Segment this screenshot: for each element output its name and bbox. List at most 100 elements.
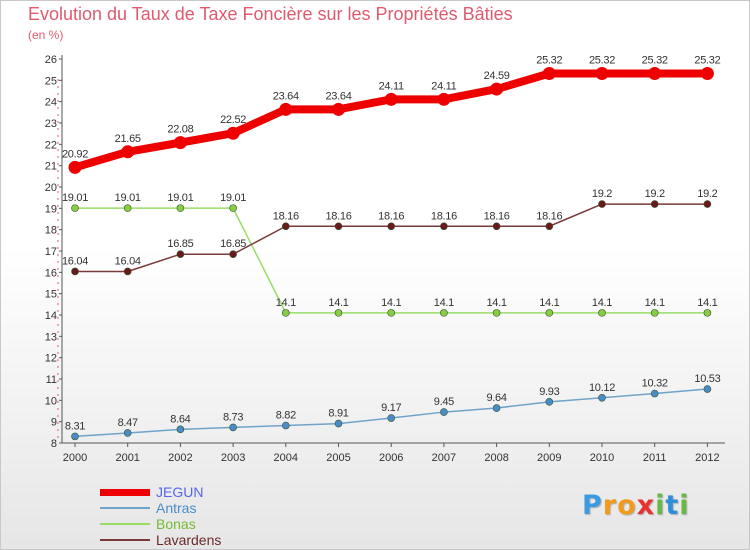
data-point-antras <box>650 389 659 398</box>
y-tick-label: 10 <box>45 395 57 407</box>
data-point-jegun <box>700 67 714 81</box>
data-point-antras <box>545 398 554 406</box>
data-point-lavardens <box>440 222 448 231</box>
data-point-lavardens <box>334 222 343 231</box>
y-tick-label: 25 <box>45 75 57 87</box>
data-label-antras: 8.73 <box>223 411 243 423</box>
data-label-jegun: 22.08 <box>167 124 193 136</box>
data-point-jegun <box>121 145 135 159</box>
data-label-antras: 9.45 <box>434 396 454 408</box>
data-label-jegun: 25.32 <box>589 55 615 67</box>
data-point-jegun <box>384 92 398 106</box>
data-point-bonas <box>440 309 448 317</box>
y-tick-label: 11 <box>46 374 57 386</box>
data-label-antras: 8.47 <box>118 417 138 429</box>
data-label-lavardens: 16.04 <box>62 255 88 267</box>
data-point-antras <box>281 421 290 430</box>
data-label-bonas: 14.1 <box>276 297 296 309</box>
brand-logo-letter: o <box>617 490 637 521</box>
data-label-antras: 8.91 <box>328 408 348 420</box>
data-label-bonas: 19.01 <box>62 192 88 204</box>
data-label-jegun: 25.32 <box>536 55 562 67</box>
data-point-bonas <box>650 309 659 317</box>
x-tick-label: 2002 <box>168 452 192 464</box>
data-label-lavardens: 18.16 <box>273 210 299 222</box>
brand-logo-letter: i <box>655 490 666 521</box>
y-tick-label: 17 <box>45 246 57 258</box>
data-label-jegun: 23.64 <box>273 90 299 102</box>
data-point-jegun <box>595 67 609 81</box>
data-label-bonas: 14.1 <box>697 297 717 309</box>
data-point-bonas <box>176 204 185 212</box>
brand-logo-letter: i <box>679 490 690 521</box>
data-label-bonas: 14.1 <box>592 297 612 309</box>
y-tick-label: 24 <box>45 97 57 109</box>
data-point-bonas <box>492 309 501 317</box>
data-label-jegun: 24.11 <box>379 80 404 92</box>
data-point-antras <box>176 425 185 434</box>
data-label-bonas: 19.01 <box>220 192 246 204</box>
legend-swatch-jegun <box>100 489 150 496</box>
data-point-jegun <box>68 160 82 174</box>
legend-label-antras: Antras <box>156 500 197 516</box>
x-tick-label: 2009 <box>537 452 561 464</box>
y-tick-label: 16 <box>45 267 57 279</box>
x-tick-label: 2004 <box>274 452 298 464</box>
y-tick-label: 13 <box>45 331 57 343</box>
data-label-lavardens: 18.16 <box>536 210 562 222</box>
data-label-lavardens: 16.04 <box>115 255 141 267</box>
data-point-jegun <box>437 92 451 106</box>
data-label-lavardens: 16.85 <box>167 238 193 250</box>
data-point-bonas <box>545 309 554 317</box>
data-point-bonas <box>281 309 290 317</box>
data-label-jegun: 24.59 <box>484 70 510 82</box>
data-label-lavardens: 19.2 <box>645 188 665 200</box>
y-tick-label: 8 <box>51 438 57 450</box>
data-point-lavardens <box>387 222 396 231</box>
data-point-lavardens <box>281 222 290 231</box>
data-label-jegun: 23.64 <box>325 90 351 102</box>
data-point-lavardens <box>492 222 501 231</box>
data-label-antras: 8.31 <box>65 420 85 432</box>
data-label-lavardens: 18.16 <box>378 210 404 222</box>
y-tick-label: 21 <box>45 161 57 173</box>
x-tick-label: 2001 <box>115 452 139 464</box>
data-point-lavardens <box>650 200 659 208</box>
y-tick-label: 23 <box>45 118 57 130</box>
data-label-bonas: 14.1 <box>381 297 401 309</box>
data-label-jegun: 25.32 <box>642 55 668 67</box>
y-tick-label: 9 <box>51 417 57 429</box>
x-tick-label: 2008 <box>484 452 508 464</box>
x-tick-label: 2006 <box>379 452 403 464</box>
data-point-jegun <box>332 102 345 116</box>
x-tick-label: 2005 <box>326 452 350 464</box>
data-label-lavardens: 18.16 <box>431 210 457 222</box>
data-label-antras: 10.32 <box>642 378 668 390</box>
data-point-bonas <box>123 204 132 212</box>
y-tick-label: 14 <box>45 310 57 322</box>
y-tick-label: 19 <box>45 203 57 215</box>
data-point-lavardens <box>71 267 79 276</box>
y-tick-label: 26 <box>45 54 57 66</box>
data-point-jegun <box>173 136 187 150</box>
y-unit-label: (en %) <box>28 28 64 42</box>
chart-title: Evolution du Taux de Taxe Foncière sur l… <box>28 4 513 24</box>
data-point-bonas <box>703 309 712 317</box>
data-point-jegun <box>648 67 662 81</box>
brand-logo-letter: P <box>582 490 603 521</box>
data-label-antras: 8.82 <box>276 410 296 422</box>
legend-label-lavardens: Lavardens <box>156 532 222 548</box>
data-label-bonas: 14.1 <box>434 297 454 309</box>
data-point-lavardens <box>598 200 606 208</box>
data-point-jegun <box>490 82 504 96</box>
x-tick-label: 2000 <box>63 452 87 464</box>
y-tick-label: 22 <box>45 139 57 151</box>
data-point-antras <box>492 404 501 412</box>
data-point-antras <box>598 393 606 402</box>
data-point-jegun <box>226 126 240 140</box>
data-label-lavardens: 19.2 <box>592 188 612 200</box>
data-point-bonas <box>387 309 396 317</box>
data-point-antras <box>123 429 132 437</box>
data-point-antras <box>71 432 79 441</box>
data-point-lavardens <box>703 200 712 208</box>
